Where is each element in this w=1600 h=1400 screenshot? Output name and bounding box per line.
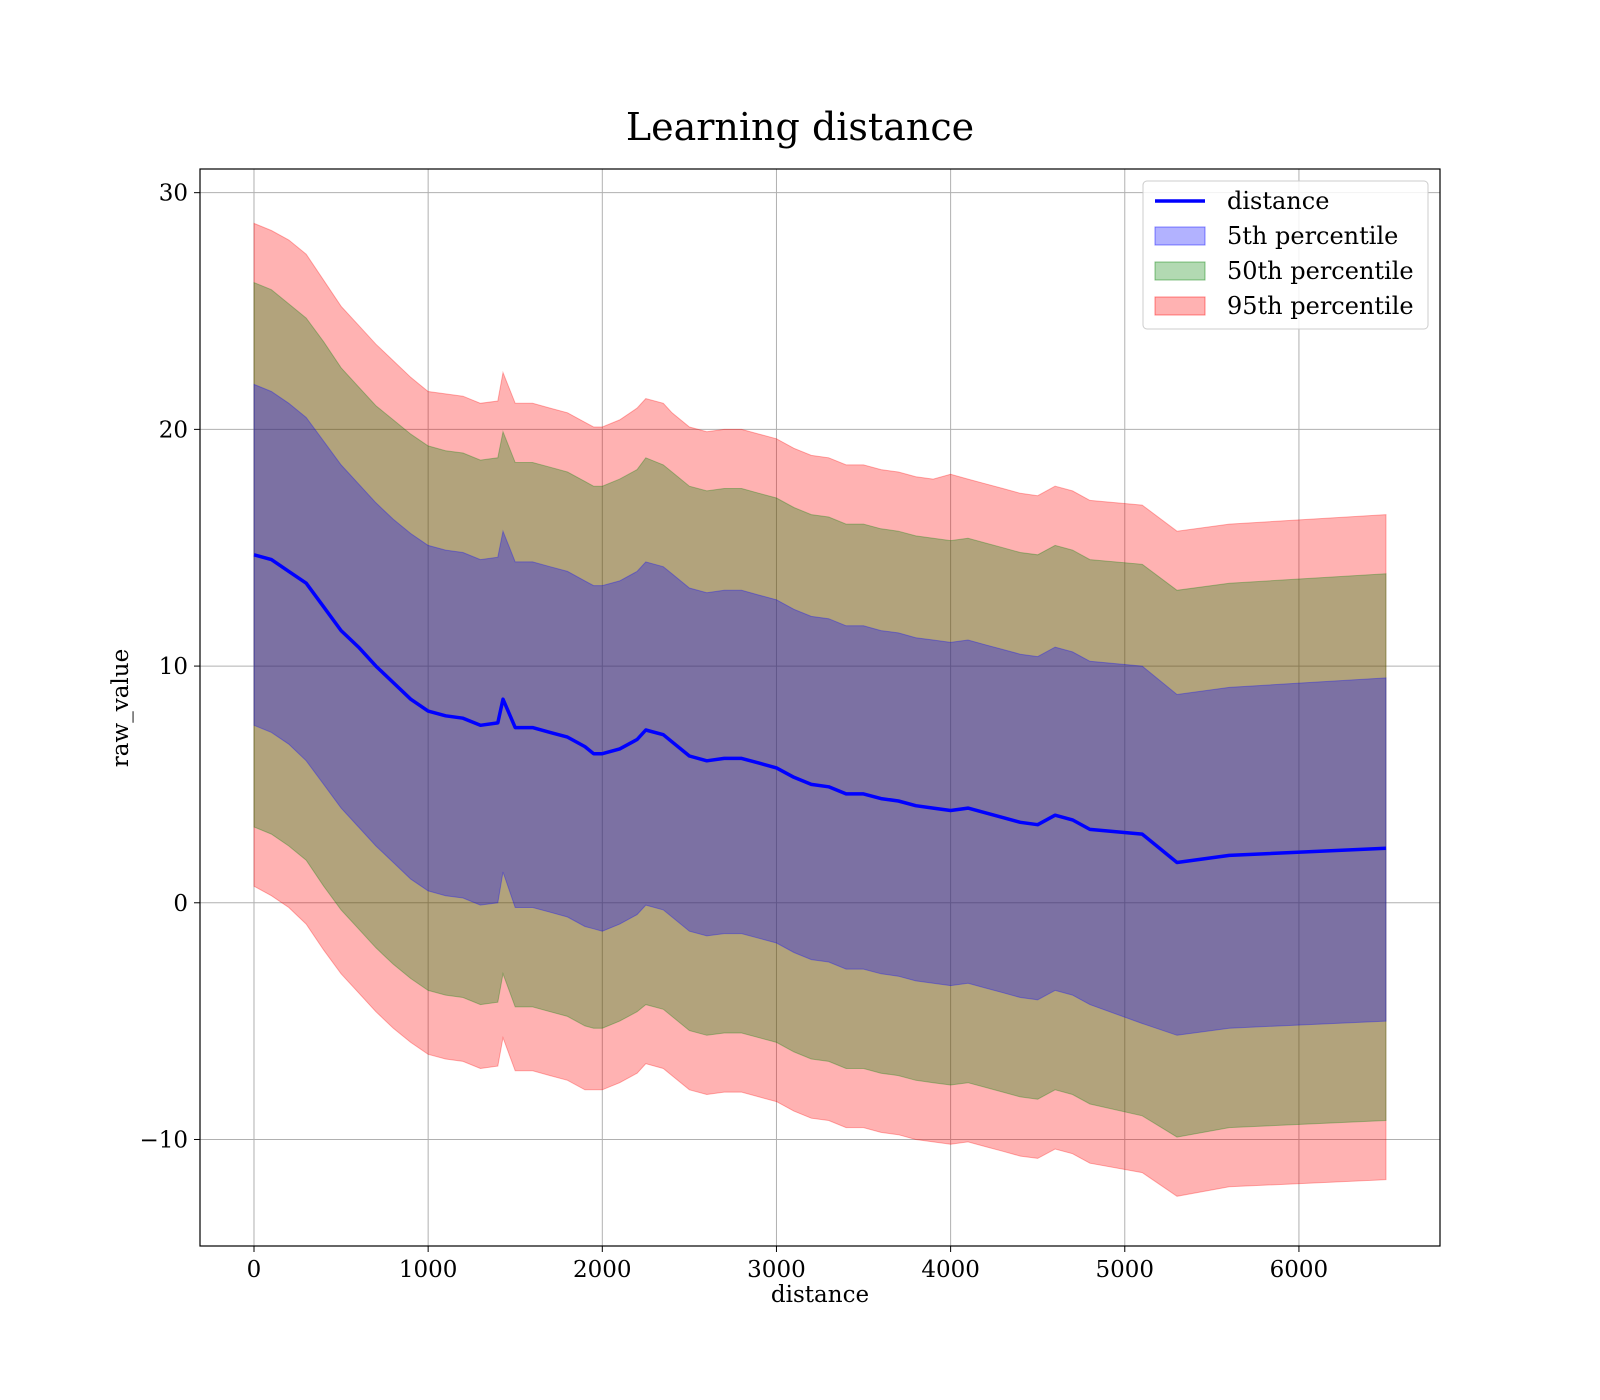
legend-swatch-patch <box>1154 296 1206 316</box>
x-tick-label: 2000 <box>573 1257 632 1283</box>
x-tick-label: 5000 <box>1096 1257 1155 1283</box>
series-line-distance <box>253 553 1387 865</box>
legend-label: 50th percentile <box>1227 257 1414 285</box>
percentile-bands <box>253 222 1387 1197</box>
legend-label: 95th percentile <box>1227 292 1414 320</box>
y-axis-label: raw_value <box>108 649 134 767</box>
legend-box <box>1142 180 1429 330</box>
x-tick-label: 1000 <box>399 1257 458 1283</box>
x-axis-label: distance <box>771 1282 869 1308</box>
x-tick-label: 4000 <box>921 1257 980 1283</box>
band-95th-percentile <box>253 222 1387 1197</box>
legend-swatch-patch <box>1154 261 1206 281</box>
y-tick-label: 20 <box>159 417 188 443</box>
y-tick-label: 0 <box>173 891 188 917</box>
grid-layer <box>200 169 1440 1246</box>
x-tick-label: 6000 <box>1270 1257 1329 1283</box>
x-tick-label: 0 <box>247 1257 262 1283</box>
band-5th-percentile <box>253 383 1387 1036</box>
legend-swatch-patch <box>1154 226 1206 246</box>
y-tick-label: −10 <box>139 1127 188 1153</box>
legend: distance 5th percentile 50th percentile 95t… <box>1142 180 1429 330</box>
y-tick-label: 30 <box>159 181 188 207</box>
tick-layer: 0 1000 2000 3000 4000 5000 6000 −10 0 10 20 30 <box>139 181 1328 1283</box>
plot-frame <box>199 168 1441 1247</box>
series-line-layer <box>253 553 1387 865</box>
legend-label: 5th percentile <box>1227 222 1398 250</box>
legend-items: distance 5th percentile 50th percentile 95t… <box>1154 187 1414 320</box>
x-tick-label: 3000 <box>747 1257 806 1283</box>
chart-title: Learning distance <box>626 105 974 149</box>
y-tick-label: 10 <box>159 654 188 680</box>
band-50th-percentile <box>253 281 1387 1138</box>
legend-label: distance <box>1227 187 1329 215</box>
